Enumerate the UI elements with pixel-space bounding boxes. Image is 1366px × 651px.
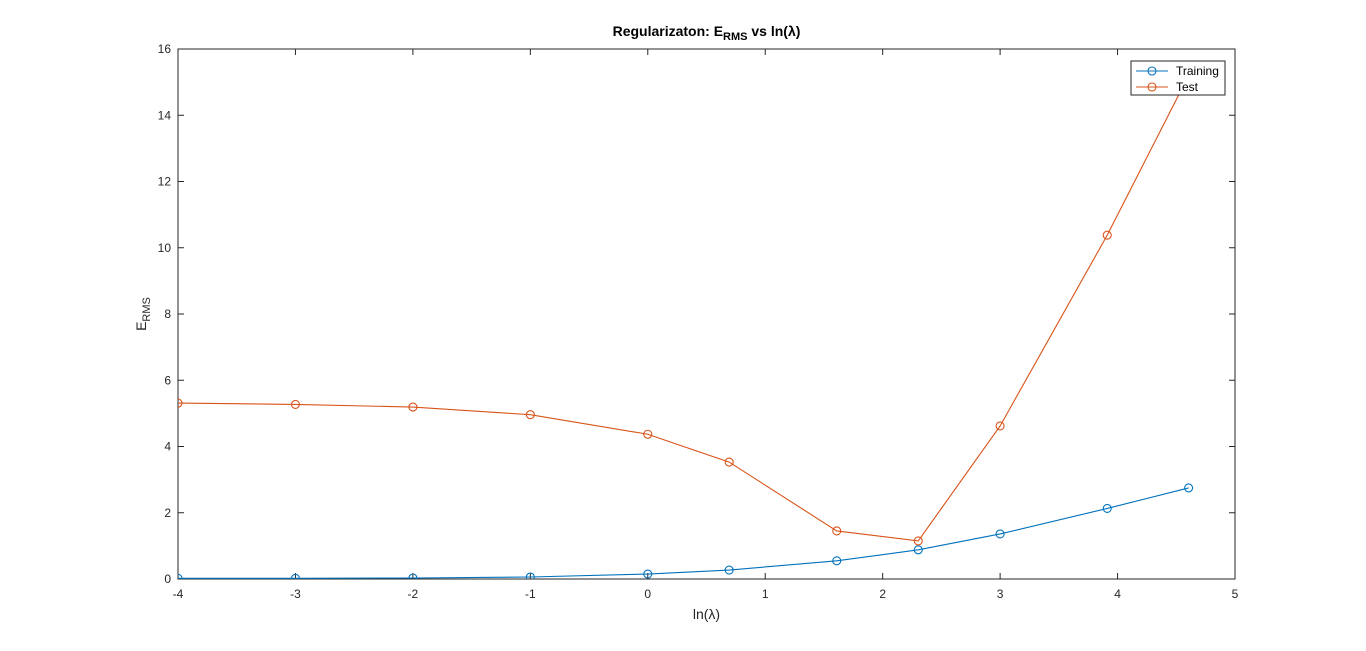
legend-label: Test (1176, 80, 1199, 94)
x-tick-label: 4 (1114, 587, 1121, 601)
data-point-training (724, 565, 734, 575)
data-point-test (995, 421, 1005, 431)
legend-box (1130, 60, 1226, 96)
legend-swatch-marker (1147, 66, 1157, 76)
data-point-training (832, 556, 842, 566)
legend-item-test: Test (1136, 80, 1199, 94)
data-point-training (178, 573, 183, 579)
legend-item-training: Training (1136, 64, 1219, 78)
plot-frame (177, 48, 1236, 580)
legend-swatch-marker (1147, 82, 1157, 92)
x-tick-label: 2 (879, 587, 886, 601)
data-point-test (525, 410, 535, 420)
data-point-test (178, 398, 183, 408)
y-axis-label-main: E (133, 322, 149, 331)
data-point-training (408, 573, 418, 579)
x-axis: -4 -3 -2 -1 0 1 2 3 4 5 (173, 49, 1239, 601)
y-tick-label: 10 (158, 241, 172, 255)
data-point-training (995, 529, 1005, 539)
x-tick-label: 0 (644, 587, 651, 601)
y-axis-label: ERMS (133, 297, 153, 331)
title-suffix: vs ln(λ) (748, 23, 801, 39)
data-point-training (525, 572, 535, 579)
data-point-training (643, 569, 653, 579)
legend: Training Test (1130, 60, 1226, 96)
x-axis-label: ln(λ) (693, 606, 720, 622)
x-tick-label: 3 (997, 587, 1004, 601)
data-point-training (1184, 483, 1194, 493)
x-tick-label: -1 (525, 587, 536, 601)
x-tick-label: 5 (1232, 587, 1239, 601)
data-point-test (913, 536, 923, 546)
data-point-test (290, 399, 300, 409)
data-point-test (643, 429, 653, 439)
x-tick-label: -3 (290, 587, 301, 601)
y-tick-label: 8 (164, 307, 171, 321)
x-tick-label: -4 (173, 587, 184, 601)
y-axis-label-subscript: RMS (141, 297, 153, 321)
series-line-test (178, 75, 1190, 542)
y-tick-label: 0 (164, 572, 171, 586)
title-prefix: Regularizaton: E (613, 23, 723, 39)
y-tick-label: 2 (164, 506, 171, 520)
y-tick-label: 4 (164, 440, 171, 454)
y-tick-label: 6 (164, 373, 171, 387)
x-tick-label: -2 (408, 587, 419, 601)
data-point-test (724, 457, 734, 467)
y-tick-label: 14 (158, 108, 172, 122)
legend-label: Training (1176, 64, 1219, 78)
data-point-training (1102, 503, 1112, 513)
data-point-training (913, 545, 923, 555)
y-tick-label: 12 (158, 175, 172, 189)
y-tick-label: 16 (158, 42, 172, 56)
series-training (178, 483, 1194, 579)
title-subscript: RMS (723, 31, 747, 43)
data-point-test (1102, 230, 1112, 240)
data-point-training (290, 573, 300, 579)
plot-area (177, 48, 1236, 580)
chart-title: Regularizaton: ERMS vs ln(λ) (613, 23, 801, 43)
data-point-test (832, 526, 842, 536)
series-line-training (178, 487, 1189, 579)
data-point-test (408, 402, 418, 412)
x-tick-label: 1 (762, 587, 769, 601)
y-axis: 0 2 4 6 8 10 12 14 16 (158, 42, 1235, 586)
series-layer (178, 70, 1194, 579)
